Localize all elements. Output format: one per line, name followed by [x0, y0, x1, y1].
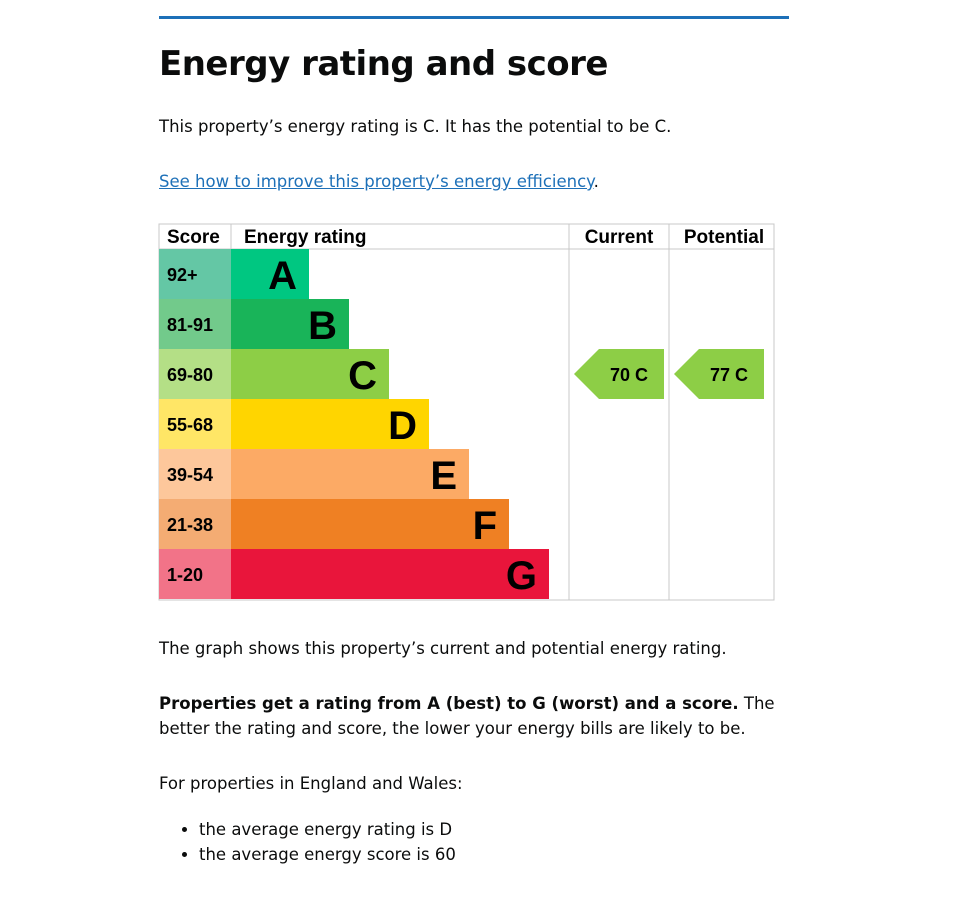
- rating-bar-e: [231, 449, 469, 499]
- header-potential: Potential: [684, 227, 764, 248]
- score-cell: [159, 249, 231, 299]
- graph-note: The graph shows this property’s current …: [159, 639, 727, 658]
- list-item: the average energy rating is D: [199, 817, 456, 842]
- score-cell: [159, 399, 231, 449]
- rating-rest: The better the rating and score, the low…: [159, 694, 775, 738]
- improve-paragraph: See how to improve this property’s energ…: [159, 169, 779, 194]
- header-score: Score: [167, 227, 220, 248]
- rating-bold: Properties get a rating from A (best) to…: [159, 694, 739, 713]
- score-cell: [159, 299, 231, 349]
- rating-letter: E: [430, 454, 457, 498]
- averages-list: the average energy rating is D the avera…: [159, 817, 456, 867]
- link-period: .: [593, 172, 599, 191]
- potential-rating-arrow: [674, 349, 764, 399]
- intro-text: This property’s energy rating is C. It h…: [159, 117, 672, 136]
- score-range: 81-91: [167, 315, 213, 335]
- rating-bar-b: [231, 299, 349, 349]
- rating-bar-a: [231, 249, 309, 299]
- rating-letter: D: [388, 404, 417, 448]
- score-cell: [159, 549, 231, 599]
- energy-rating-chart: Score Energy rating Current Potential 92+ A 81…: [158, 223, 775, 601]
- page-title: Energy rating and score: [159, 44, 609, 84]
- score-cell: [159, 449, 231, 499]
- potential-rating-label: 77 C: [710, 365, 748, 385]
- rating-letter: G: [506, 554, 537, 598]
- score-range: 69-80: [167, 365, 213, 385]
- rating-bar-d: [231, 399, 429, 449]
- section-rule: [159, 16, 789, 19]
- rating-letter: F: [473, 504, 497, 548]
- rating-bar-g: [231, 549, 549, 599]
- score-range: 55-68: [167, 415, 213, 435]
- score-range: 39-54: [167, 465, 213, 485]
- current-rating-label: 70 C: [610, 365, 648, 385]
- rating-letter: C: [348, 354, 377, 398]
- rating-letter: B: [308, 304, 337, 348]
- header-energy-rating: Energy rating: [244, 227, 366, 248]
- rating-bar-f: [231, 499, 509, 549]
- score-range: 21-38: [167, 515, 213, 535]
- region-text: For properties in England and Wales:: [159, 774, 463, 793]
- score-cell: [159, 499, 231, 549]
- rating-letter: A: [268, 254, 297, 298]
- improve-link[interactable]: See how to improve this property’s energ…: [159, 172, 594, 191]
- current-rating-arrow: [574, 349, 664, 399]
- rating-bar-c: [231, 349, 389, 399]
- score-range: 92+: [167, 265, 198, 285]
- rating-explanation: Properties get a rating from A (best) to…: [159, 691, 779, 741]
- list-item: the average energy score is 60: [199, 842, 456, 867]
- score-cell: [159, 349, 231, 399]
- header-current: Current: [585, 227, 654, 248]
- score-range: 1-20: [167, 565, 203, 585]
